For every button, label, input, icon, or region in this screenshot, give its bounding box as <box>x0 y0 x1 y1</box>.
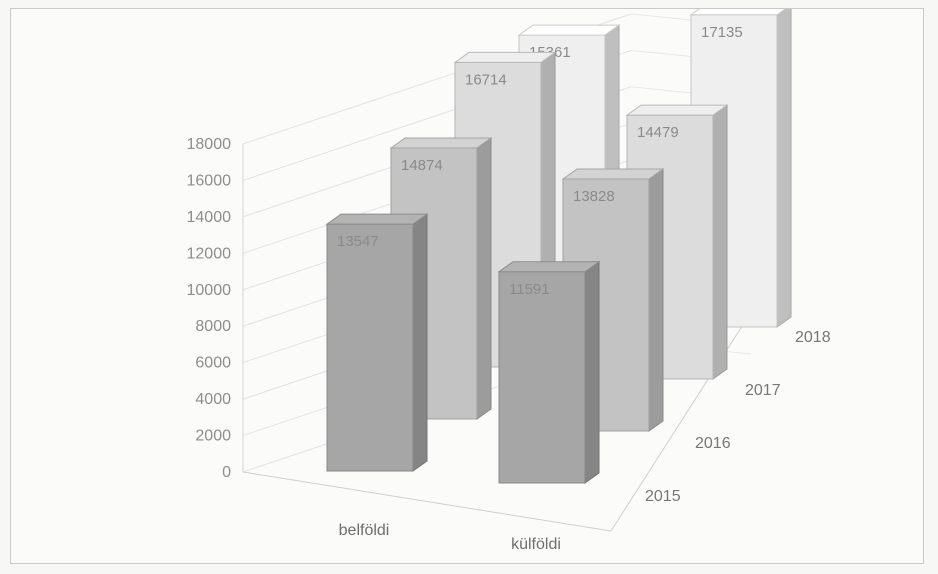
bar-top <box>625 104 729 116</box>
bar-side <box>584 260 600 484</box>
data-label: 14874 <box>401 157 443 174</box>
y-tick-label: 2000 <box>195 428 231 445</box>
data-label: 11591 <box>509 281 550 298</box>
chart-3d-column: 0 2000 4000 6000 8000 10000 12000 14000 16000 180… <box>187 9 831 553</box>
series-label: 2018 <box>795 329 831 346</box>
bar-side <box>412 213 428 472</box>
y-tick-label: 14000 <box>187 209 232 226</box>
bar-top <box>453 51 557 63</box>
data-label: 16714 <box>465 71 507 88</box>
y-tick-label: 16000 <box>187 172 232 189</box>
series-label: 2016 <box>695 435 731 452</box>
y-tick-label: 10000 <box>187 282 232 299</box>
y-tick-label: 0 <box>222 464 231 481</box>
bar <box>326 223 414 472</box>
bar-side <box>776 9 792 328</box>
category-label: külföldi <box>511 536 561 553</box>
series-label: 2017 <box>745 382 781 399</box>
y-tick-label: 12000 <box>187 245 232 262</box>
bar <box>498 271 586 484</box>
series-label: 2015 <box>645 488 681 505</box>
y-tick-label: 8000 <box>195 318 231 335</box>
chart-frame: 0 2000 4000 6000 8000 10000 12000 14000 16000 180… <box>10 8 924 564</box>
bar-top <box>497 261 601 273</box>
x-axis-line <box>242 471 612 532</box>
category-label: belföldi <box>339 522 390 539</box>
bar-side <box>476 136 492 420</box>
y-tick-label: 4000 <box>195 391 231 408</box>
bar-top <box>389 137 493 149</box>
bar-top <box>325 213 429 225</box>
data-label: 17135 <box>701 24 743 41</box>
bar-side <box>648 168 664 432</box>
data-label: 14479 <box>637 124 679 141</box>
bar-top <box>561 168 665 180</box>
data-label: 13547 <box>337 233 379 250</box>
y-tick-label: 18000 <box>187 136 232 153</box>
bar-top <box>689 9 786 16</box>
data-label: 13828 <box>573 188 615 205</box>
bar-side <box>712 104 728 380</box>
depth-axis-line <box>610 308 754 532</box>
bar-top <box>517 24 621 36</box>
y-tick-label: 6000 <box>195 355 231 372</box>
